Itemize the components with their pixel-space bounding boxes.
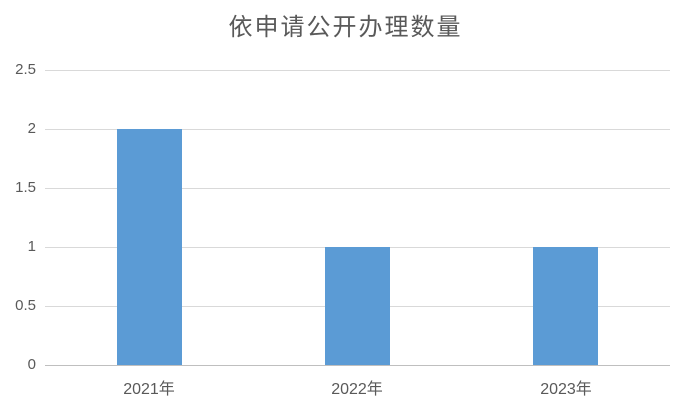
gridline-y-2 — [45, 129, 670, 130]
x-axis-label-2023年: 2023年 — [540, 381, 592, 398]
y-axis-tick-label: 2.5 — [15, 61, 36, 78]
x-axis-label-2022年: 2022年 — [331, 381, 383, 398]
y-axis-tick-label: 2 — [27, 120, 36, 137]
gridline-y-2.5 — [45, 70, 670, 71]
bar-2023年 — [533, 247, 598, 365]
bar-2022年 — [325, 247, 390, 365]
y-axis-tick-label: 1.5 — [15, 179, 36, 196]
y-axis-tick-label: 0.5 — [15, 297, 36, 314]
chart-title: 依申请公开办理数量 — [228, 13, 463, 41]
x-axis-label-2021年: 2021年 — [123, 381, 175, 398]
x-axis-line — [45, 365, 670, 366]
gridline-y-1.5 — [45, 188, 670, 189]
y-axis-tick-label: 0 — [27, 356, 36, 373]
y-axis-tick-label: 1 — [27, 238, 36, 255]
bar-2021年 — [117, 129, 182, 365]
